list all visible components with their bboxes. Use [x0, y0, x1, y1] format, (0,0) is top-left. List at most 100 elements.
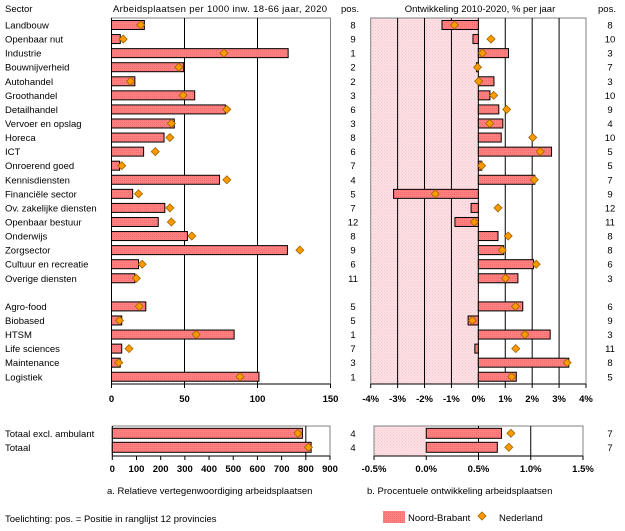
data-row: Openbaar nut 9 — [5, 34, 356, 46]
marker-nederland-diamond-icon — [191, 329, 201, 340]
data-row: 5 — [477, 146, 613, 158]
data-row: Life sciences 7 — [5, 343, 356, 355]
marker-nederland-diamond-icon — [118, 34, 128, 44]
category-label: Financiële sector — [5, 189, 77, 200]
marker-nederland-diamond-icon — [166, 217, 176, 227]
rank-position: 3 — [350, 119, 355, 130]
shaded-negative-region — [374, 426, 427, 456]
bar-noord-brabant — [111, 188, 134, 199]
data-row: 10 — [477, 90, 615, 102]
data-row: HTSM 1 — [5, 329, 356, 341]
data-row: Totaal 4 — [5, 441, 356, 454]
rank-position: 7 — [607, 63, 612, 74]
marker-nederland-diamond-icon — [133, 189, 144, 199]
x-tick-label: 0% — [471, 394, 485, 405]
x-tick-label: 200 — [153, 464, 169, 475]
category-label: Groothandel — [5, 91, 57, 102]
rank-position: 11 — [605, 344, 615, 355]
data-row: 8 — [477, 231, 613, 243]
bar-noord-brabant — [111, 104, 226, 115]
rank-position: 9 — [607, 105, 612, 116]
rank-position: 8 — [607, 21, 612, 32]
marker-nederland-diamond-icon — [531, 259, 541, 269]
marker-nederland-diamond-icon — [222, 104, 232, 114]
data-row: Industrie 1 — [5, 48, 356, 60]
bar-noord-brabant — [111, 216, 159, 227]
data-row: 9 — [393, 188, 613, 200]
marker-nederland-diamond-icon — [472, 62, 483, 72]
marker-nederland-diamond-icon — [489, 90, 499, 100]
rank-position: 7 — [607, 429, 612, 440]
data-row: Onderwijs 8 — [5, 231, 356, 243]
data-row: 5 — [477, 160, 613, 172]
data-row: 3 — [477, 273, 613, 285]
rank-position: 7 — [350, 161, 355, 172]
bar-noord-brabant — [111, 441, 312, 453]
category-label: Openbaar bestuur — [5, 217, 82, 228]
rank-position: 8 — [350, 21, 355, 32]
marker-nederland-diamond-icon — [510, 301, 521, 311]
data-row: Overige diensten 11 — [5, 273, 358, 285]
bar-noord-brabant — [477, 357, 570, 368]
data-row: ICT 6 — [5, 146, 356, 158]
category-label: Detailhandel — [5, 105, 58, 116]
category-label: Agro-food — [5, 302, 47, 313]
marker-nederland-diamond-icon — [222, 175, 232, 185]
marker-nederland-diamond-icon — [469, 217, 479, 227]
bar-noord-brabant — [111, 48, 289, 59]
bar-noord-brabant — [477, 104, 500, 115]
legend-swatch-noord-brabant — [383, 511, 405, 523]
marker-nederland-diamond-icon — [486, 34, 496, 44]
category-label: Ov. zakelijke diensten — [5, 203, 97, 214]
rank-position: 7 — [607, 175, 612, 186]
bar-noord-brabant — [111, 62, 185, 73]
category-label: Industrie — [5, 49, 41, 60]
rank-position: 4 — [350, 443, 355, 454]
category-label: Zorgsector — [5, 246, 50, 257]
bar-noord-brabant — [477, 273, 519, 284]
x-tick-label: 50 — [179, 394, 190, 405]
marker-nederland-diamond-icon — [503, 231, 513, 241]
bar-noord-brabant — [477, 231, 499, 242]
data-row: Ov. zakelijke diensten 7 — [5, 202, 356, 214]
chart-b: -4% -3% -2% -1% 0% 1% 2% 3% 4% 8 10 3 7 3 10 9 4 10 5 5 7 9 12… — [362, 17, 616, 405]
x-tick-label: 900 — [322, 464, 338, 475]
bar-noord-brabant — [472, 34, 479, 45]
x-tick-label: -4% — [362, 394, 379, 405]
marker-nederland-diamond-icon — [506, 428, 516, 438]
data-row: 3 — [477, 48, 613, 60]
bar-noord-brabant — [111, 146, 145, 157]
category-label: Bouwnijverheid — [5, 63, 69, 74]
rank-position: 5 — [350, 189, 355, 200]
rank-position: 1 — [350, 330, 355, 341]
legend-marker-nederland-icon — [477, 511, 487, 521]
marker-nederland-diamond-icon — [485, 118, 495, 129]
x-tick-label: 700 — [274, 464, 290, 475]
rank-position: 3 — [607, 330, 612, 341]
chart-a-title: Arbeidsplaatsen per 1000 inw. 18-66 jaar… — [113, 4, 327, 15]
data-row: Cultuur en recreatie 6 — [5, 259, 356, 271]
category-label: Life sciences — [5, 344, 60, 355]
bar-noord-brabant — [111, 202, 166, 213]
chart-a-total: 0 100 200 300 400 500 600 700 800 900 Totaal excl.… — [5, 425, 356, 475]
data-row: 4 — [477, 118, 613, 130]
rank-position: 3 — [350, 358, 355, 369]
x-tick-label: 1% — [498, 394, 512, 405]
data-row: 12 — [470, 202, 616, 214]
data-row: Openbaar bestuur 12 — [5, 216, 358, 228]
category-label: Horeca — [5, 133, 36, 144]
bar-noord-brabant — [111, 118, 175, 129]
rank-position: 10 — [605, 133, 616, 144]
data-row: 7 — [425, 441, 613, 454]
category-label: Landbouw — [5, 21, 49, 32]
data-row: 10 — [472, 34, 615, 46]
data-row: Maintenance 3 — [5, 357, 356, 369]
category-label: Kennisdiensten — [5, 175, 70, 186]
x-tick-label: 1.0% — [520, 464, 542, 475]
pos-header-left: pos. — [341, 4, 359, 15]
rank-position: 12 — [605, 203, 616, 214]
rank-position: 5 — [607, 372, 612, 383]
data-row: 11 — [454, 216, 615, 228]
category-label: Totaal excl. ambulant — [5, 429, 95, 440]
